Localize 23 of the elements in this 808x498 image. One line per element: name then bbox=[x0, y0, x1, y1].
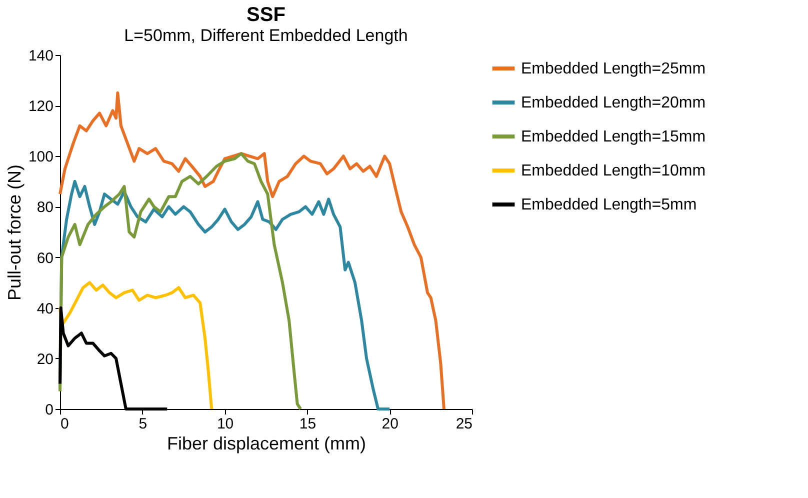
x-tick-label: 10 bbox=[216, 416, 234, 432]
x-tick-label: 15 bbox=[299, 416, 316, 432]
x-axis-title: Fiber displacement (mm) bbox=[166, 434, 366, 454]
y-tick-label: 20 bbox=[36, 350, 54, 368]
legend-label: Embedded Length=20mm bbox=[521, 94, 706, 112]
legend-label: Embedded Length=15mm bbox=[521, 128, 706, 146]
x-tick-label: 25 bbox=[456, 416, 472, 432]
legend-label: Embedded Length=10mm bbox=[521, 162, 706, 180]
chart-title: SSF bbox=[246, 4, 286, 26]
y-tick-label: 140 bbox=[28, 48, 54, 64]
chart-subtitle: L=50mm, Different Embedded Length bbox=[124, 26, 408, 45]
x-tick-label: 5 bbox=[138, 416, 148, 432]
x-tick-label: 20 bbox=[382, 416, 398, 432]
legend-label: Embedded Length=25mm bbox=[521, 60, 706, 78]
y-tick-label: 0 bbox=[45, 402, 54, 418]
legend-label: Embedded Length=5mm bbox=[521, 196, 697, 214]
y-tick-label: 100 bbox=[28, 148, 54, 166]
x-tick-label: 0 bbox=[60, 416, 69, 432]
y-tick-label: 60 bbox=[36, 250, 54, 267]
y-axis-title: Pull-out force (N) bbox=[4, 164, 24, 301]
y-tick-label: 80 bbox=[36, 199, 54, 216]
y-tick-label: 120 bbox=[28, 98, 54, 116]
y-tick-label: 40 bbox=[36, 300, 54, 318]
